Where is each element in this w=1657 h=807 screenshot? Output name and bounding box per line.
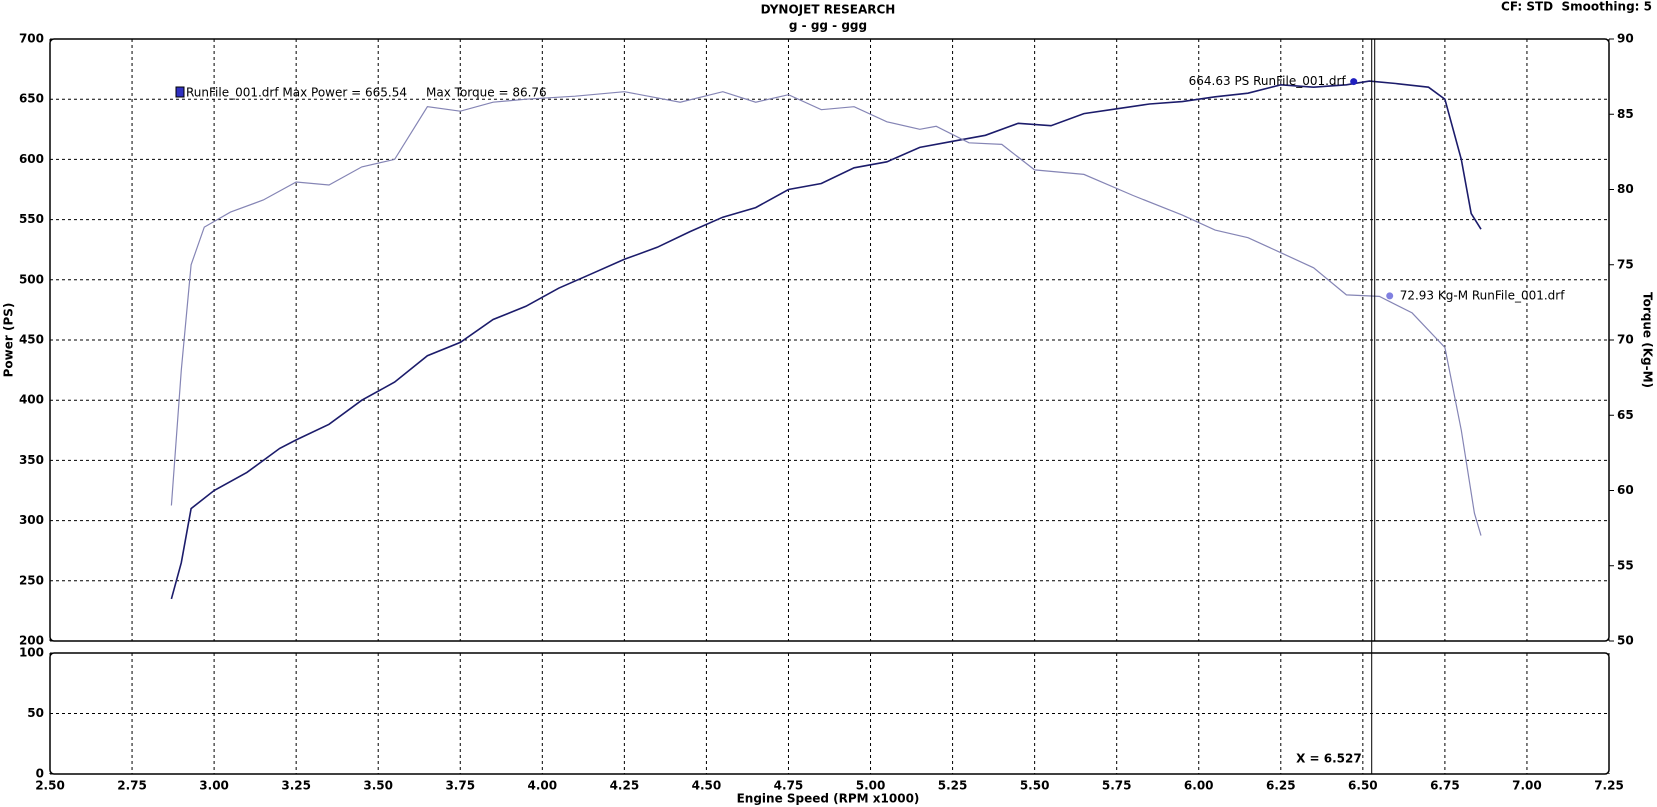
y-tick-label: 450: [19, 333, 44, 347]
annotation-label: 72.93 Kg-M RunFile_001.drf: [1400, 288, 1566, 302]
legend-swatch: [175, 86, 185, 98]
x-tick-label: 2.75: [117, 779, 147, 793]
x-tick-label: 5.25: [938, 779, 968, 793]
x-tick-label: 7.25: [1594, 779, 1624, 793]
y2-tick-label: 75: [1617, 257, 1634, 271]
y-tick-label: 550: [19, 212, 44, 226]
y2-tick-label: 90: [1617, 32, 1634, 46]
x-axis-title: Engine Speed (RPM x1000): [737, 792, 920, 806]
y2-tick-label: 55: [1617, 558, 1634, 572]
cursor-marker: [1350, 78, 1358, 86]
x-tick-label: 3.25: [281, 779, 311, 793]
x-tick-label: 6.75: [1430, 779, 1460, 793]
y-tick-label: 500: [19, 272, 44, 286]
y-tick-label: 200: [19, 634, 44, 648]
x-tick-label: 2.50: [35, 779, 65, 793]
x-tick-label: 7.00: [1512, 779, 1542, 793]
chart-title: DYNOJET RESEARCH: [761, 3, 896, 17]
y-tick-label: 600: [19, 152, 44, 166]
y2-tick-label: 85: [1617, 107, 1634, 121]
y-tick-label: 650: [19, 92, 44, 106]
series-line: [170, 91, 1482, 536]
x-tick-label: 4.00: [528, 779, 558, 793]
chart-subtitle: g - gg - ggg: [789, 19, 867, 33]
y-tick-label: 700: [19, 32, 44, 46]
y2-tick-label: 60: [1617, 483, 1634, 497]
plot-frame: [49, 38, 1610, 642]
cursor-marker: [1386, 292, 1394, 300]
x-tick-label: 6.50: [1348, 779, 1378, 793]
y-tick-label: 0: [36, 767, 44, 781]
legend-label: RunFile_001.drf Max Power = 665.54 Max T…: [186, 86, 547, 100]
y-tick-label: 300: [19, 513, 44, 527]
x-tick-label: 5.75: [1102, 779, 1132, 793]
y2-axis-title: Torque (Kg-M): [1641, 292, 1655, 388]
y-axis-title: Power (PS): [2, 303, 16, 378]
y-tick-label: 350: [19, 453, 44, 467]
x-tick-label: 6.25: [1266, 779, 1296, 793]
settings-label: CF: STD Smoothing: 5: [1501, 0, 1652, 14]
x-tick-label: 5.00: [856, 779, 886, 793]
x-tick-label: 4.50: [692, 779, 722, 793]
y2-tick-label: 70: [1617, 333, 1634, 347]
series-line: [170, 80, 1482, 600]
y2-tick-label: 50: [1617, 634, 1634, 648]
y-tick-label: 50: [27, 706, 44, 720]
x-tick-label: 5.50: [1020, 779, 1050, 793]
x-tick-label: 3.50: [363, 779, 393, 793]
y2-tick-label: 65: [1617, 408, 1634, 422]
x-tick-label: 3.00: [199, 779, 229, 793]
annotation-label: 664.63 PS RunFile_001.drf: [1189, 74, 1347, 88]
y-tick-label: 250: [19, 573, 44, 587]
x-tick-label: 4.25: [610, 779, 640, 793]
y-tick-label: 400: [19, 393, 44, 407]
cursor-label: X = 6.527: [1296, 752, 1362, 766]
x-tick-label: 4.75: [774, 779, 804, 793]
y2-tick-label: 80: [1617, 182, 1634, 196]
plot-frame: [49, 652, 1610, 775]
y-tick-label: 100: [19, 646, 44, 660]
x-tick-label: 3.75: [445, 779, 475, 793]
x-tick-label: 6.00: [1184, 779, 1214, 793]
